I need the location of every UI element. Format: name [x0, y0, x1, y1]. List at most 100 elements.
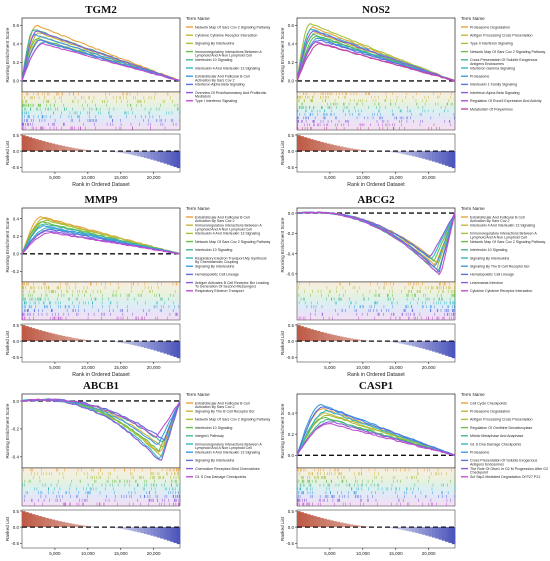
ranked-bar-pos [337, 336, 341, 341]
x-tick-label: 5,000 [324, 551, 336, 556]
ranked-bar-pos [58, 521, 62, 527]
ranked-bar-neg [141, 151, 145, 157]
rug-row-band [22, 468, 180, 472]
ranked-bar-neg [167, 151, 171, 165]
rug-row-band [22, 126, 180, 130]
y-tick-label: 0.2 [13, 234, 20, 239]
x-axis-label: Rank in Ordered Dataset [347, 372, 405, 378]
x-tick-label: 10,000 [81, 551, 95, 556]
legend-label: Leishmania Infection [470, 281, 503, 285]
ranked-bar-neg [432, 151, 436, 162]
ranked-bar-neg [134, 151, 138, 155]
ranked-bar-pos [25, 512, 29, 527]
legend-label: Network Map Of Sars Cov 2 Signaling Path… [470, 50, 546, 54]
ranked-bar-pos [58, 335, 62, 341]
ranked-bar-neg [141, 341, 145, 347]
es-axis-label: Running Enrichment Score [280, 27, 285, 82]
ranked-bar-neg [131, 151, 135, 155]
legend-label-cont: Checkpoint [470, 471, 488, 475]
y-tick-label: 0.4 [13, 42, 20, 47]
x-tick-label: 15,000 [389, 175, 403, 180]
legend-label: Interleukin 4 And Interleukin 13 Signali… [470, 224, 535, 228]
ranked-bar-neg [416, 527, 420, 533]
ranked-bar-neg [429, 151, 433, 161]
ranked-bar-neg [154, 151, 158, 161]
ranked-bar-neg [425, 151, 429, 160]
ranked-tick-label: -0.5 [11, 165, 19, 170]
ranked-bar-pos [42, 331, 46, 341]
ranked-bar-neg [409, 341, 413, 345]
ranked-bar-neg [412, 527, 416, 532]
y-tick-label: -0.4 [11, 455, 19, 460]
legend-title: Term Name [186, 206, 210, 211]
x-tick-label: 10,000 [81, 175, 95, 180]
ranked-bar-neg [406, 341, 410, 345]
ranked-bar-pos [327, 144, 331, 152]
ranked-bar-pos [48, 143, 52, 151]
legend-label: Signaling By Interleukins [195, 459, 235, 463]
ranked-bar-pos [333, 335, 337, 341]
legend-label: Proteasome Degradation [470, 410, 510, 414]
ranked-bar-neg [439, 151, 443, 164]
ranked-bar-neg [419, 341, 423, 348]
y-tick-label: -0.4 [286, 251, 294, 256]
ranked-bar-neg [144, 151, 148, 158]
x-tick-label: 5,000 [324, 365, 336, 370]
rug-row-band [22, 476, 180, 480]
ranked-bar-pos [323, 519, 327, 527]
es-axis-label: Running Enrichment Score [5, 403, 10, 458]
x-tick-label: 10,000 [356, 175, 370, 180]
legend-label: Scf Skp2 Mediated Degradation Of P27 P21 [470, 475, 540, 479]
x-tick-label: 20,000 [147, 551, 161, 556]
y-tick-label: 0.4 [288, 42, 295, 47]
ranked-bar-pos [323, 143, 327, 151]
rug-row-band [22, 479, 180, 483]
rug-row-band [22, 312, 180, 316]
ranked-bar-neg [167, 341, 171, 355]
rug-row-band [22, 103, 180, 107]
legend-title: Term Name [461, 392, 485, 397]
ranked-bar-neg [452, 341, 456, 358]
legend-label-cont: To Generation Of Second Messengers [195, 285, 256, 289]
ranked-bar-neg [160, 527, 164, 539]
legend-label: Signaling By The B Cell Receptor Bcr [470, 265, 530, 269]
legend-label: Respiratory Electron Transport [195, 289, 244, 293]
ranked-tick-label: -0.5 [286, 165, 294, 170]
ranked-bar-pos [55, 144, 59, 151]
es-axis-label: Running Enrichment Score [5, 27, 10, 82]
legend-label-cont: Lymphoid And A Non Lymphoid Cell [195, 227, 252, 231]
y-tick-label: 0.0 [13, 252, 20, 257]
ranked-bar-neg [170, 341, 174, 356]
rug-row-band [297, 305, 455, 309]
ranked-bar-pos [65, 523, 69, 528]
y-tick-label: 0.2 [288, 432, 295, 437]
ranked-bar-pos [62, 146, 66, 151]
ranked-bar-pos [333, 145, 337, 151]
ranked-bar-neg [419, 527, 423, 534]
legend-label-cont: Activation By Sars Cov 2 [470, 219, 510, 223]
ranked-bar-pos [22, 135, 26, 151]
rug-row-band [297, 106, 455, 109]
legend-label: Regulation Of Runx3 Expression And Activ… [470, 99, 542, 103]
legend-label: Metabolism Of Polyamines [470, 107, 513, 111]
rug-row-band [22, 309, 180, 313]
ranked-bar-pos [42, 517, 46, 527]
legend-label-cont: Antigens Endosomes [470, 463, 504, 467]
ranked-bar-neg [452, 151, 456, 168]
x-tick-label: 10,000 [81, 365, 95, 370]
rug-row-band [22, 107, 180, 111]
legend-label: Network Map Of Sars Cov 2 Signaling Path… [195, 240, 271, 244]
rug-row-band [22, 297, 180, 301]
ranked-bar-pos [304, 137, 308, 151]
ranked-bar-neg [432, 341, 436, 352]
rug-row-band [22, 502, 180, 506]
ranked-bar-neg [147, 527, 151, 535]
ranked-bar-neg [442, 151, 446, 165]
ranked-tick-label: 0.5 [288, 133, 295, 138]
ranked-bar-neg [435, 151, 439, 163]
rug-row-band [22, 282, 180, 286]
ranked-bar-pos [320, 518, 324, 527]
ranked-bar-pos [22, 511, 26, 527]
ranked-bar-neg [170, 527, 174, 542]
